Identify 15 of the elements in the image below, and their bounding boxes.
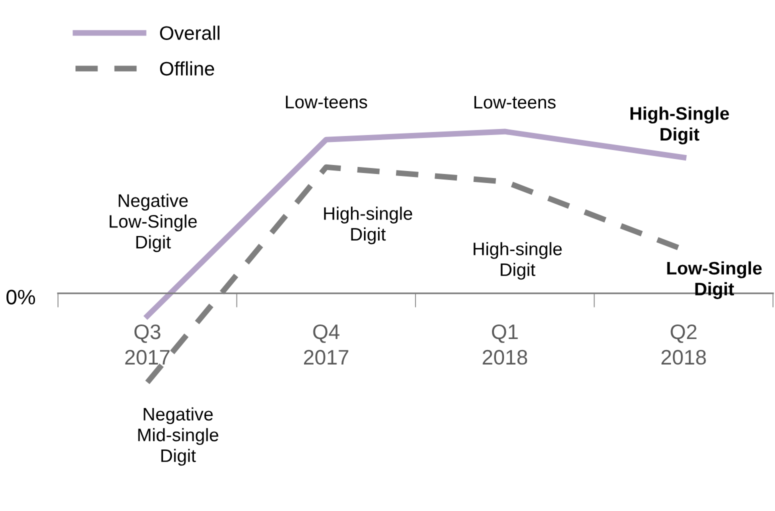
text: Low-teens	[474, 96, 556, 109]
legend-label: Offline	[160, 61, 214, 76]
annotation: Negative Low-Single Digit	[110, 194, 197, 252]
x-tick-label: Q4 2017	[304, 324, 348, 365]
x-tick-label: Q3 2017	[125, 324, 170, 365]
annotation: High-single Digit	[324, 206, 412, 244]
legend-label: Overall	[160, 26, 220, 40]
x-tick-label: Q2 2018	[662, 324, 706, 365]
text: 0%	[6, 290, 36, 304]
x-tick-label: Q1 2018	[482, 324, 528, 365]
annotation: High-single Digit	[474, 242, 562, 280]
text: Low-teens	[286, 96, 368, 108]
text: Negative Mid-single Digit	[138, 407, 218, 466]
annotation: Low-Single Digit	[667, 261, 762, 300]
annotation: High-Single Digit	[630, 106, 729, 144]
